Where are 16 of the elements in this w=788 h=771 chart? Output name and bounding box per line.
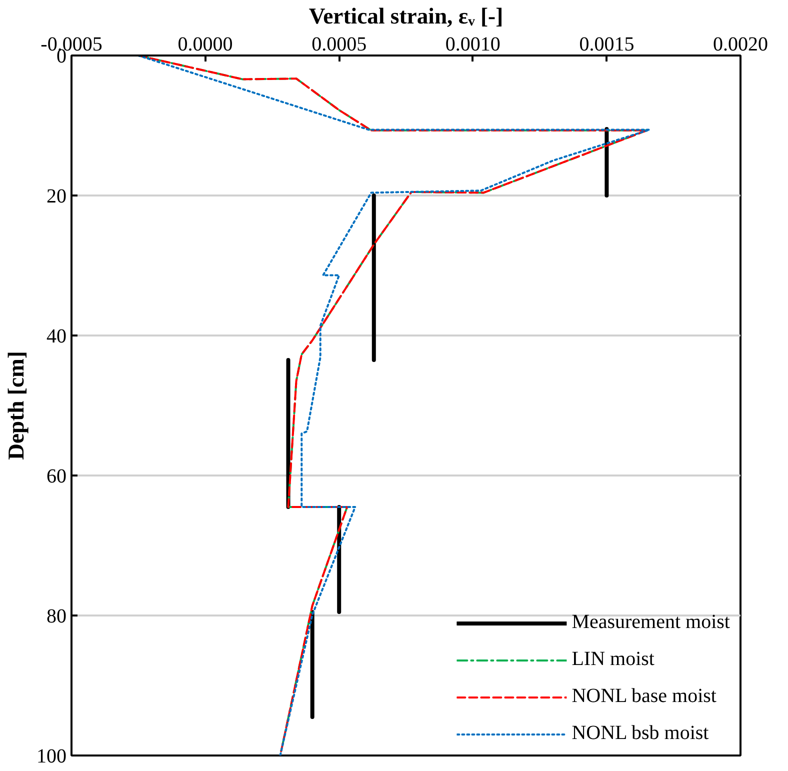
text: Measurement moist [572,611,730,634]
x-tick-label: 0.0010 [445,34,500,56]
x-axis-title: Vertical strain, εᵥ [-] [308,4,504,28]
x-tick-label: 0.0000 [178,34,233,56]
text: NONL bsb moist [572,722,709,745]
text: LIN moist [572,648,654,671]
text: NONL base moist [572,685,716,708]
x-tick-label: 0.0015 [579,34,634,56]
x-tick-label: 0.0020 [713,34,768,56]
y-tick-label: 40 [46,326,66,348]
y-tick-label: 80 [46,606,66,628]
x-tick-label: 0.0005 [312,34,367,56]
y-tick-label: 20 [46,186,66,208]
y-tick-label: 60 [46,466,66,488]
y-axis-title: Depth [cm] [4,351,28,460]
y-tick-label: 100 [36,746,66,768]
